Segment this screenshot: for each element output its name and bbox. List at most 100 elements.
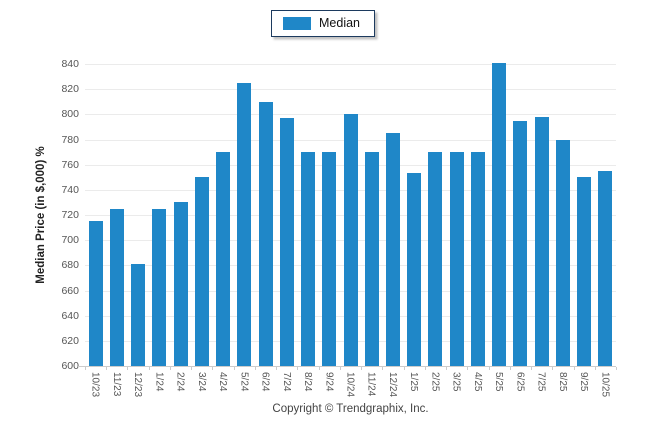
y-tick-label-600: 600	[61, 359, 79, 372]
bar-7-24	[279, 118, 294, 366]
bar-2-24	[173, 202, 188, 366]
x-tick-mark	[361, 367, 363, 370]
bar-7-25	[534, 116, 549, 366]
bar-5-24	[237, 82, 252, 366]
bar-12-24	[385, 133, 400, 366]
x-tick-mark	[382, 367, 384, 370]
x-tick-label-7-24: 7/24	[280, 372, 292, 392]
x-tick-mark	[509, 367, 511, 370]
x-tick-mark	[212, 367, 214, 370]
x-tick-mark	[85, 367, 86, 370]
x-tick-label-8-25: 8/25	[556, 372, 568, 392]
bar-11-23	[109, 208, 124, 366]
bar-8-24	[301, 152, 316, 366]
x-tick-label-1-25: 1/25	[408, 372, 420, 392]
x-tick-mark	[276, 367, 278, 370]
x-tick-mark	[488, 367, 490, 370]
y-tick-label-820: 820	[61, 82, 79, 95]
bar-4-25	[470, 152, 485, 366]
x-tick-mark	[467, 367, 469, 370]
bar-1-24	[152, 208, 167, 366]
y-tick-label-720: 720	[61, 208, 79, 221]
gridline-840	[85, 64, 616, 65]
bar-9-25	[577, 177, 592, 366]
y-tick-label-800: 800	[61, 108, 79, 121]
x-tick-label-10-25: 10/25	[599, 372, 611, 398]
x-tick-label-5-25: 5/25	[493, 372, 505, 392]
x-tick-label-9-25: 9/25	[578, 372, 590, 392]
y-tick-label-840: 840	[61, 57, 79, 70]
x-tick-mark	[573, 367, 575, 370]
bar-12-23	[131, 264, 146, 366]
x-tick-mark	[169, 367, 171, 370]
copyright-text: Copyright © Trendgraphix, Inc.	[272, 403, 429, 415]
x-tick-label-12-23: 12/23	[132, 372, 144, 398]
legend: Median	[271, 10, 375, 37]
x-tick-label-6-25: 6/25	[514, 372, 526, 392]
y-tick-label-660: 660	[61, 284, 79, 297]
x-tick-mark	[254, 367, 256, 370]
x-tick-mark	[594, 367, 596, 370]
bar-4-24	[216, 152, 231, 366]
x-tick-label-4-24: 4/24	[217, 372, 229, 392]
x-tick-label-10-23: 10/23	[89, 372, 101, 398]
x-tick-label-5-24: 5/24	[238, 372, 250, 392]
x-axis-tick-labels: 10/23 11/23 12/23 1/24 2/24 3/24 4/24 5/24 6/24 7…	[85, 372, 616, 406]
y-tick-label-780: 780	[61, 133, 79, 146]
bar-3-25	[449, 152, 464, 366]
bar-9-24	[322, 152, 337, 366]
y-tick-label-760: 760	[61, 158, 79, 171]
x-tick-mark	[106, 367, 108, 370]
bar-10-25	[598, 170, 613, 366]
y-tick-label-680: 680	[61, 259, 79, 272]
gridline-820	[85, 89, 616, 91]
x-tick-mark	[297, 367, 299, 370]
x-tick-label-4-25: 4/25	[471, 372, 483, 392]
legend-label-median: Median	[319, 16, 360, 31]
y-tick-label-640: 640	[61, 309, 79, 322]
x-tick-label-2-24: 2/24	[174, 372, 186, 392]
x-tick-mark	[318, 367, 320, 370]
x-tick-label-2-25: 2/25	[429, 372, 441, 392]
x-tick-mark	[403, 367, 405, 370]
x-tick-mark	[191, 367, 193, 370]
bar-1-25	[407, 173, 422, 366]
x-tick-label-8-24: 8/24	[302, 372, 314, 392]
bar-10-24	[343, 114, 358, 366]
x-tick-label-10-24: 10/24	[344, 372, 356, 398]
bar-3-24	[194, 177, 209, 366]
x-tick-mark	[424, 367, 426, 370]
plot-area	[85, 62, 616, 366]
x-tick-mark	[552, 367, 554, 370]
x-tick-label-1-24: 1/24	[153, 372, 165, 392]
bar-8-25	[555, 139, 570, 366]
bar-11-24	[364, 152, 379, 366]
x-tick-mark	[233, 367, 235, 370]
x-tick-mark	[339, 367, 341, 370]
y-tick-label-700: 700	[61, 233, 79, 246]
x-tick-label-6-24: 6/24	[259, 372, 271, 392]
y-axis-tick-labels: 840 820 800 780 760 740 720 700 680 660 640 620 600	[0, 59, 79, 371]
bar-6-24	[258, 101, 273, 366]
x-tick-label-7-25: 7/25	[535, 372, 547, 392]
bar-5-25	[492, 62, 507, 366]
y-tick-label-620: 620	[61, 334, 79, 347]
x-tick-mark	[616, 367, 617, 370]
x-tick-mark	[148, 367, 150, 370]
bar-10-23	[88, 221, 103, 366]
x-tick-label-11-24: 11/24	[365, 372, 377, 397]
x-tick-mark	[446, 367, 448, 370]
x-tick-label-3-25: 3/25	[450, 372, 462, 392]
y-tick-label-740: 740	[61, 183, 79, 196]
x-tick-label-11-23: 11/23	[110, 372, 122, 397]
bar-6-25	[513, 120, 528, 366]
x-tick-mark	[531, 367, 533, 370]
x-tick-label-9-24: 9/24	[323, 372, 335, 392]
x-tick-label-3-24: 3/24	[195, 372, 207, 392]
x-axis-line	[78, 366, 616, 367]
bar-2-25	[428, 152, 443, 366]
x-tick-label-12-24: 12/24	[386, 372, 398, 398]
legend-swatch-median	[283, 17, 311, 30]
x-tick-mark	[127, 367, 129, 370]
